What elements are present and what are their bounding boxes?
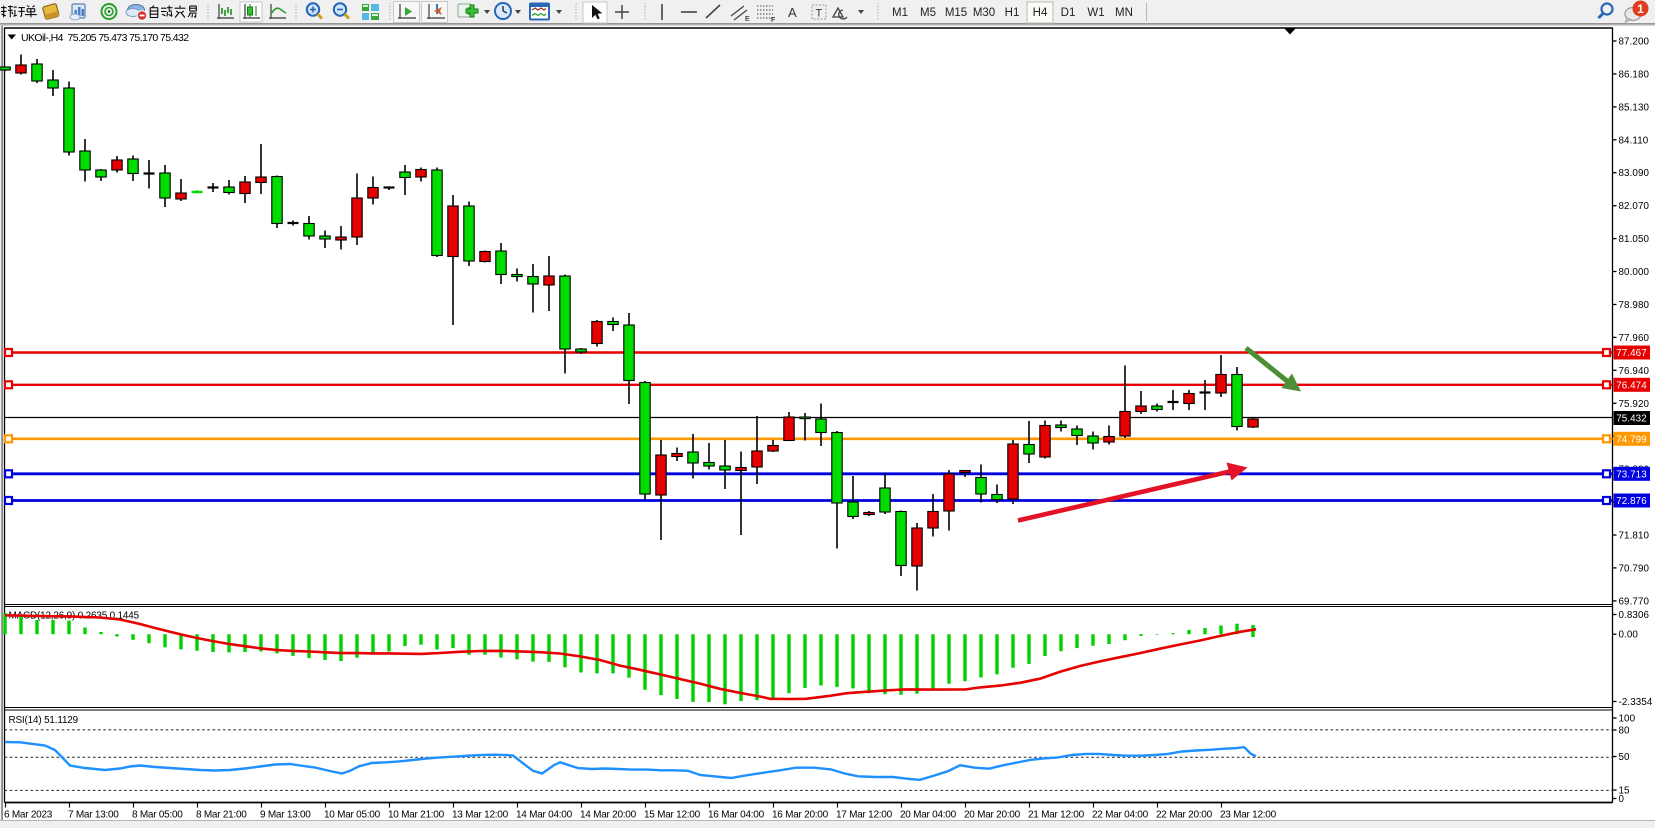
svg-text:23 Mar 12:00: 23 Mar 12:00 xyxy=(1220,810,1277,821)
svg-text:M1: M1 xyxy=(892,7,908,19)
svg-text:8 Mar 21:00: 8 Mar 21:00 xyxy=(196,810,247,821)
svg-text:D1: D1 xyxy=(1061,7,1076,19)
svg-text:9 Mar 13:00: 9 Mar 13:00 xyxy=(260,810,311,821)
svg-text:20 Mar 04:00: 20 Mar 04:00 xyxy=(900,810,957,821)
svg-text:0: 0 xyxy=(1619,794,1625,805)
svg-text:RSI(14) 51.1129: RSI(14) 51.1129 xyxy=(9,715,79,726)
svg-text:20 Mar 20:00: 20 Mar 20:00 xyxy=(964,810,1021,821)
svg-text:17 Mar 12:00: 17 Mar 12:00 xyxy=(836,810,893,821)
svg-text:87.200: 87.200 xyxy=(1619,37,1650,48)
svg-text:72.876: 72.876 xyxy=(1616,496,1647,507)
svg-text:10 Mar 05:00: 10 Mar 05:00 xyxy=(324,810,381,821)
svg-text:14 Mar 20:00: 14 Mar 20:00 xyxy=(580,810,637,821)
svg-text:13 Mar 12:00: 13 Mar 12:00 xyxy=(452,810,509,821)
svg-text:78.980: 78.980 xyxy=(1619,300,1650,311)
svg-text:84.110: 84.110 xyxy=(1619,135,1649,146)
svg-text:16 Mar 04:00: 16 Mar 04:00 xyxy=(708,810,765,821)
svg-text:70.790: 70.790 xyxy=(1619,563,1650,574)
svg-text:15 Mar 12:00: 15 Mar 12:00 xyxy=(644,810,701,821)
svg-text:F: F xyxy=(771,17,775,24)
svg-text:73.713: 73.713 xyxy=(1616,469,1647,480)
svg-text:76.940: 76.940 xyxy=(1619,366,1650,377)
svg-text:15: 15 xyxy=(1619,786,1631,797)
svg-text:80: 80 xyxy=(1619,726,1631,737)
svg-text:75.432: 75.432 xyxy=(1616,414,1647,425)
svg-text:A: A xyxy=(788,5,797,20)
svg-text:UKOil-,H4 75.205 75.473 75.17: UKOil-,H4 75.205 75.473 75.170 75.432 xyxy=(21,32,189,44)
svg-text:H4: H4 xyxy=(1033,7,1048,19)
svg-text:W1: W1 xyxy=(1087,7,1104,19)
svg-text:77.467: 77.467 xyxy=(1616,348,1647,359)
svg-text:14 Mar 04:00: 14 Mar 04:00 xyxy=(516,810,573,821)
svg-text:0.00: 0.00 xyxy=(1619,630,1639,641)
svg-text:100: 100 xyxy=(1619,714,1636,725)
svg-text:H1: H1 xyxy=(1005,7,1020,19)
svg-text:50: 50 xyxy=(1619,752,1631,763)
svg-text:8 Mar 05:00: 8 Mar 05:00 xyxy=(132,810,183,821)
svg-text:22 Mar 04:00: 22 Mar 04:00 xyxy=(1092,810,1149,821)
svg-text:81.050: 81.050 xyxy=(1619,234,1650,245)
svg-text:6 Mar 2023: 6 Mar 2023 xyxy=(4,810,53,821)
svg-text:86.180: 86.180 xyxy=(1619,69,1650,80)
svg-text:MN: MN xyxy=(1115,7,1133,19)
svg-text:74.799: 74.799 xyxy=(1616,434,1647,445)
svg-text:7 Mar 13:00: 7 Mar 13:00 xyxy=(68,810,119,821)
svg-text:77.960: 77.960 xyxy=(1619,333,1650,344)
svg-text:T: T xyxy=(816,8,823,20)
svg-text:E: E xyxy=(745,16,750,23)
svg-text:-2.3354: -2.3354 xyxy=(1619,697,1653,708)
svg-text:69.770: 69.770 xyxy=(1619,596,1650,607)
svg-text:83.090: 83.090 xyxy=(1619,168,1650,179)
svg-text:16 Mar 20:00: 16 Mar 20:00 xyxy=(772,810,829,821)
svg-text:0.8306: 0.8306 xyxy=(1619,610,1650,621)
svg-text:10 Mar 21:00: 10 Mar 21:00 xyxy=(388,810,445,821)
svg-text:21 Mar 12:00: 21 Mar 12:00 xyxy=(1028,810,1085,821)
svg-text:22 Mar 20:00: 22 Mar 20:00 xyxy=(1156,810,1213,821)
svg-text:80.000: 80.000 xyxy=(1619,267,1650,278)
svg-text:1: 1 xyxy=(1637,2,1644,16)
svg-text:M5: M5 xyxy=(920,7,936,19)
svg-text:82.070: 82.070 xyxy=(1619,201,1650,212)
svg-text:85.130: 85.130 xyxy=(1619,102,1650,113)
svg-text:M15: M15 xyxy=(945,7,967,19)
svg-text:71.810: 71.810 xyxy=(1619,531,1650,542)
svg-text:76.474: 76.474 xyxy=(1616,380,1647,391)
svg-text:M30: M30 xyxy=(973,7,995,19)
svg-text:75.920: 75.920 xyxy=(1619,399,1650,410)
